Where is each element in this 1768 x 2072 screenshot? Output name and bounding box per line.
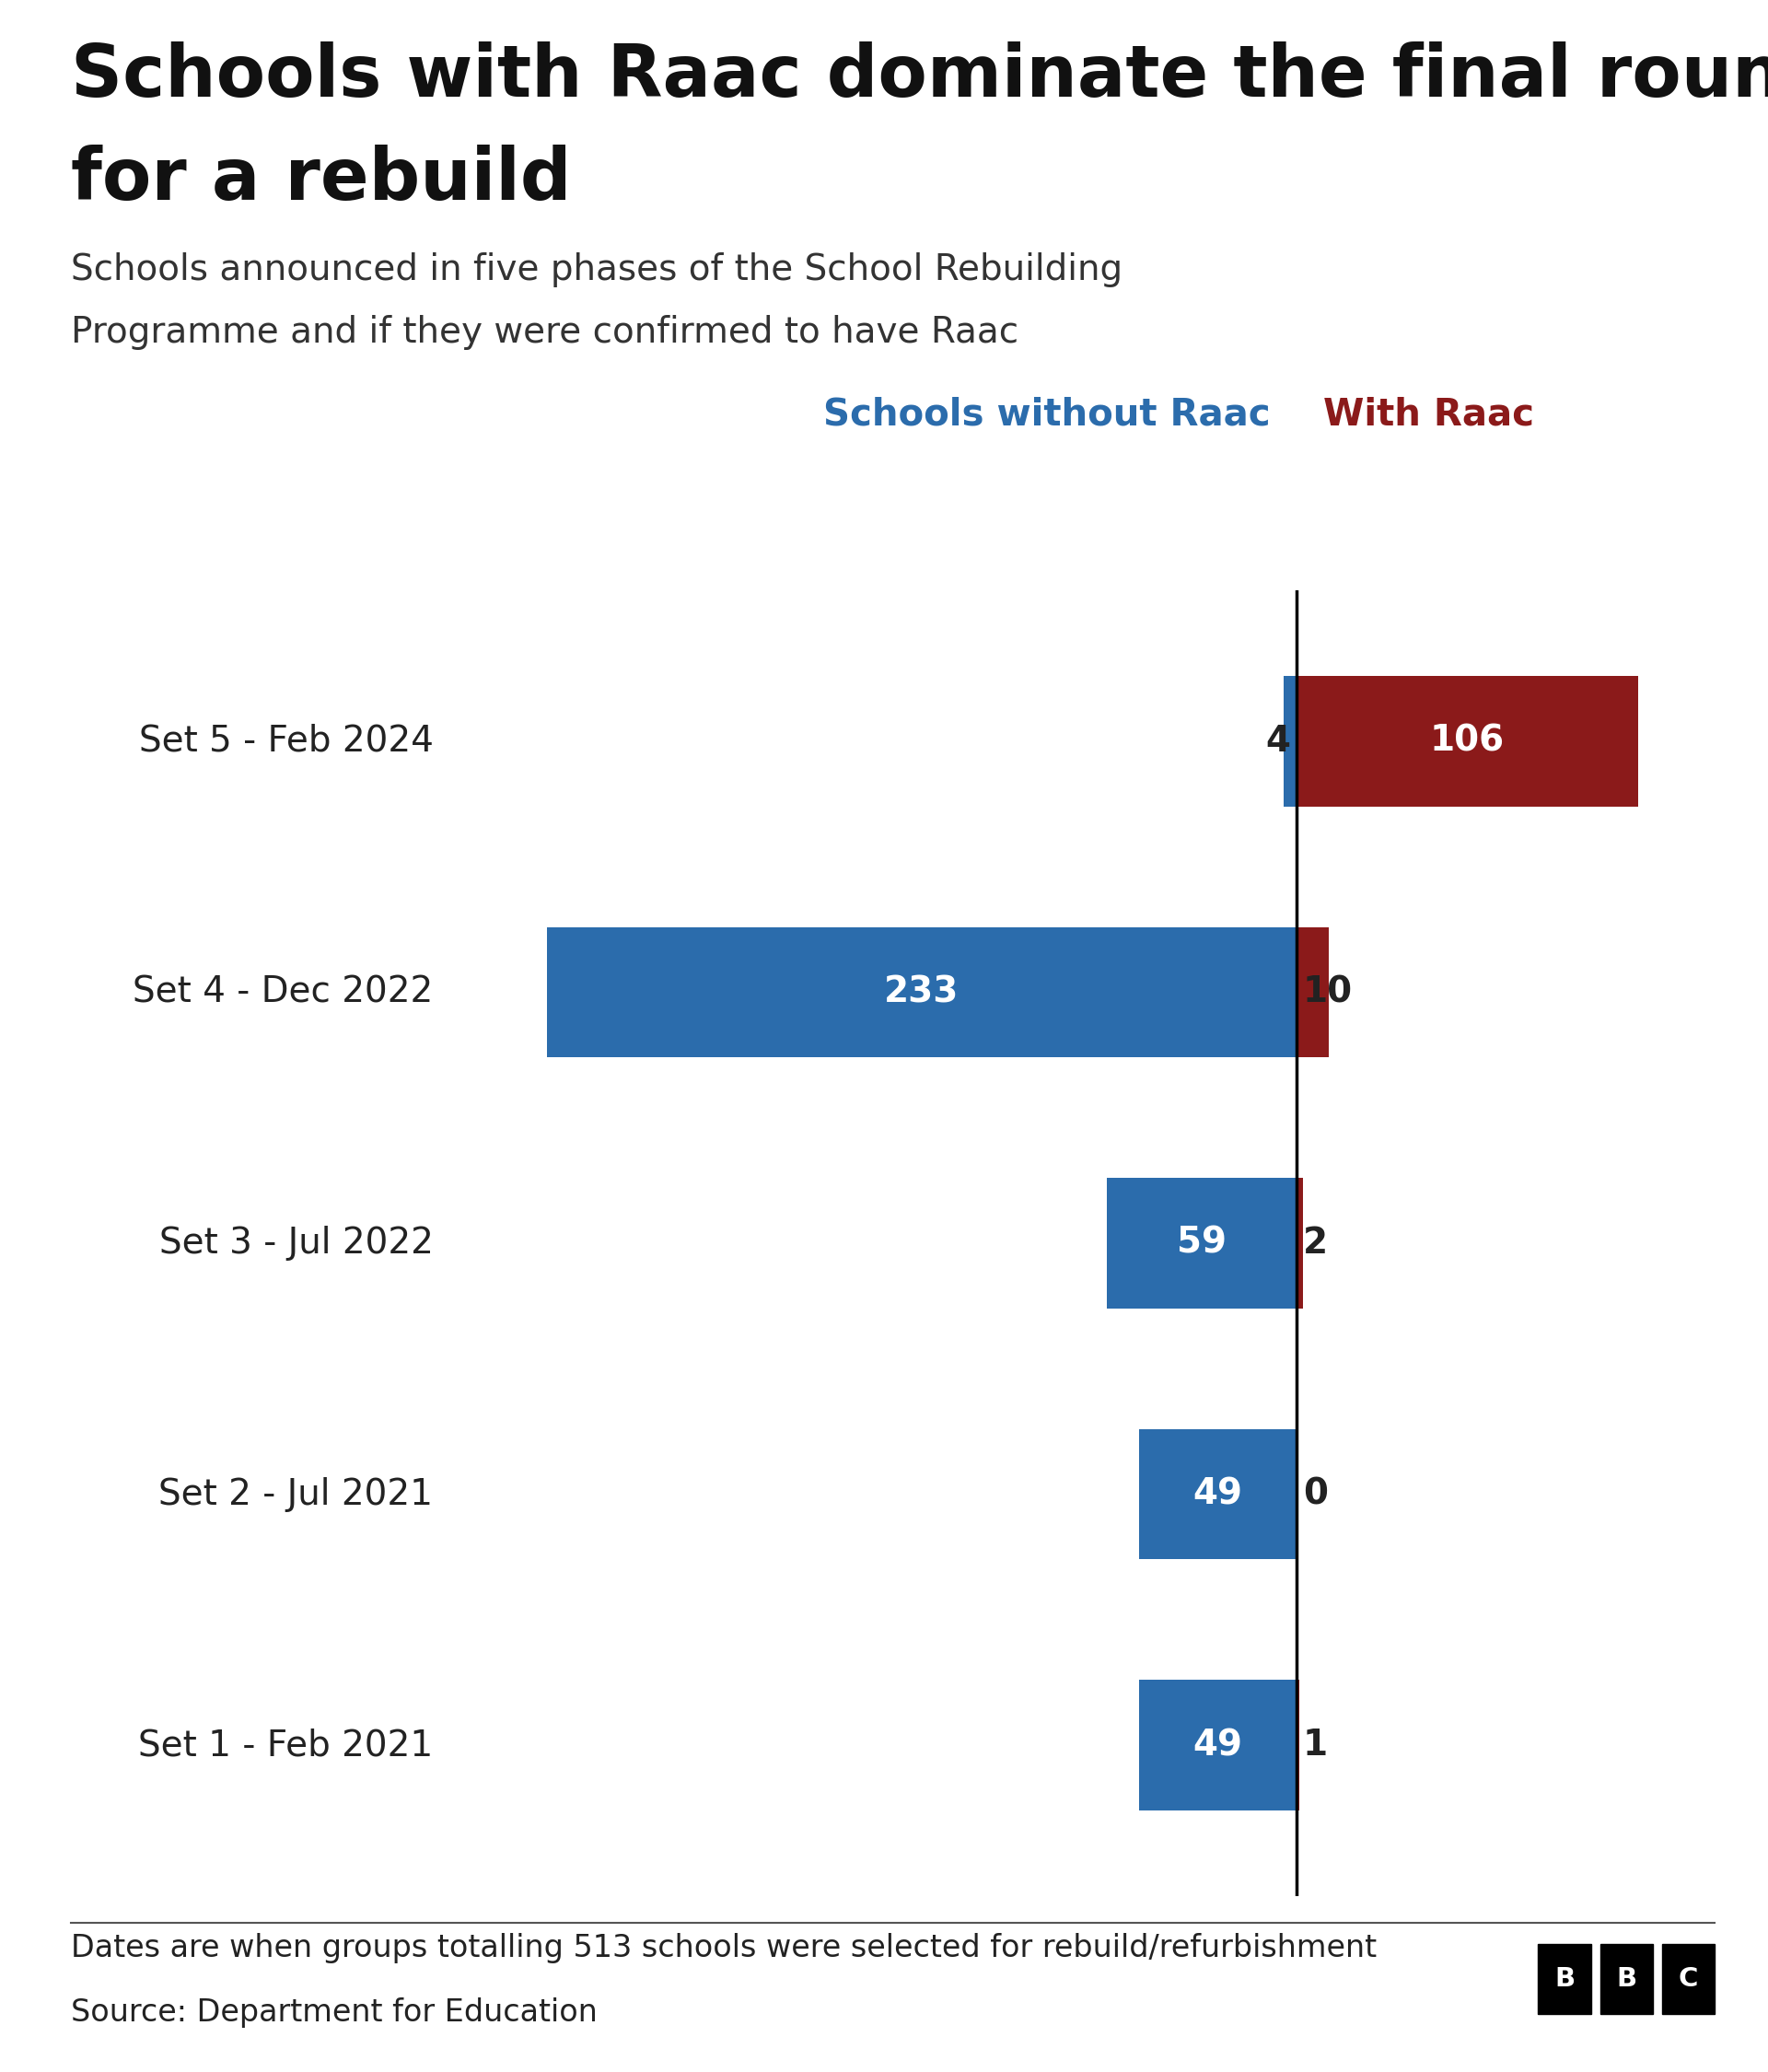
Text: 10: 10 — [1303, 974, 1353, 1009]
Text: 233: 233 — [884, 974, 958, 1009]
Text: Schools without Raac: Schools without Raac — [822, 396, 1269, 433]
Text: Schools with Raac dominate the final round: Schools with Raac dominate the final rou… — [71, 41, 1768, 112]
Text: 106: 106 — [1430, 723, 1505, 758]
Text: 0: 0 — [1303, 1477, 1328, 1513]
Text: 49: 49 — [1193, 1477, 1243, 1513]
Text: Set 4 - Dec 2022: Set 4 - Dec 2022 — [133, 974, 433, 1009]
Text: C: C — [1678, 1966, 1699, 1991]
Text: 1: 1 — [1303, 1728, 1328, 1763]
Text: Programme and if they were confirmed to have Raac: Programme and if they were confirmed to … — [71, 315, 1018, 350]
Text: for a rebuild: for a rebuild — [71, 145, 571, 215]
Text: With Raac: With Raac — [1322, 396, 1535, 433]
Text: Schools announced in five phases of the School Rebuilding: Schools announced in five phases of the … — [71, 253, 1123, 288]
Bar — [1296, 1680, 1299, 1811]
Bar — [546, 926, 1296, 1057]
Bar — [1296, 675, 1637, 806]
Text: B: B — [1554, 1966, 1575, 1991]
Bar — [1284, 675, 1296, 806]
Bar — [1296, 926, 1330, 1057]
Text: 4: 4 — [1266, 723, 1291, 758]
Text: Set 5 - Feb 2024: Set 5 - Feb 2024 — [138, 723, 433, 758]
Text: 59: 59 — [1177, 1227, 1227, 1260]
Text: Set 2 - Jul 2021: Set 2 - Jul 2021 — [159, 1477, 433, 1513]
Text: 49: 49 — [1193, 1728, 1243, 1763]
Text: Set 1 - Feb 2021: Set 1 - Feb 2021 — [138, 1728, 433, 1763]
Text: B: B — [1616, 1966, 1637, 1991]
Bar — [1139, 1430, 1296, 1560]
Bar — [1139, 1680, 1296, 1811]
Bar — [1107, 1177, 1296, 1310]
Text: 2: 2 — [1303, 1227, 1328, 1260]
Text: Set 3 - Jul 2022: Set 3 - Jul 2022 — [159, 1227, 433, 1260]
Text: Dates are when groups totalling 513 schools were selected for rebuild/refurbishm: Dates are when groups totalling 513 scho… — [71, 1933, 1377, 1964]
Text: Source: Department for Education: Source: Department for Education — [71, 1997, 598, 2028]
Bar — [1296, 1177, 1303, 1310]
